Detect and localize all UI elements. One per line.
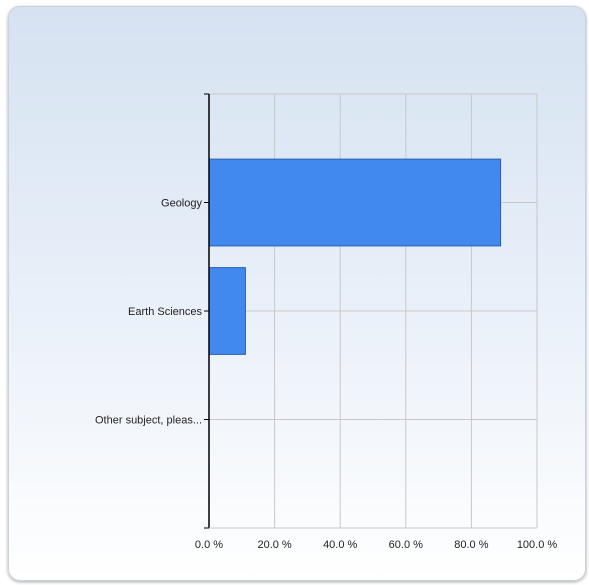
bar-earth-sciences <box>208 267 246 355</box>
category-label: Other subject, pleas... <box>95 415 202 427</box>
chart-panel <box>8 6 586 581</box>
bar-geology <box>208 158 502 247</box>
category-label: Earth Sciences <box>128 306 202 318</box>
y-axis-ticks: Geology Earth Sciences Other subject, plea… <box>95 93 209 529</box>
x-tick-label: 60.0 % <box>389 539 423 551</box>
x-axis-ticks: 0.0 % 20.0 % 40.0 % 60.0 % 80.0 % 100.0 % <box>195 539 557 551</box>
category-label: Geology <box>161 198 202 210</box>
x-tick-label: 0.0 % <box>195 539 223 551</box>
x-tick-label: 100.0 % <box>517 539 558 551</box>
x-tick-label: 20.0 % <box>257 539 291 551</box>
x-tick-label: 80.0 % <box>454 539 488 551</box>
bars <box>208 158 502 355</box>
x-tick-label: 40.0 % <box>323 539 357 551</box>
